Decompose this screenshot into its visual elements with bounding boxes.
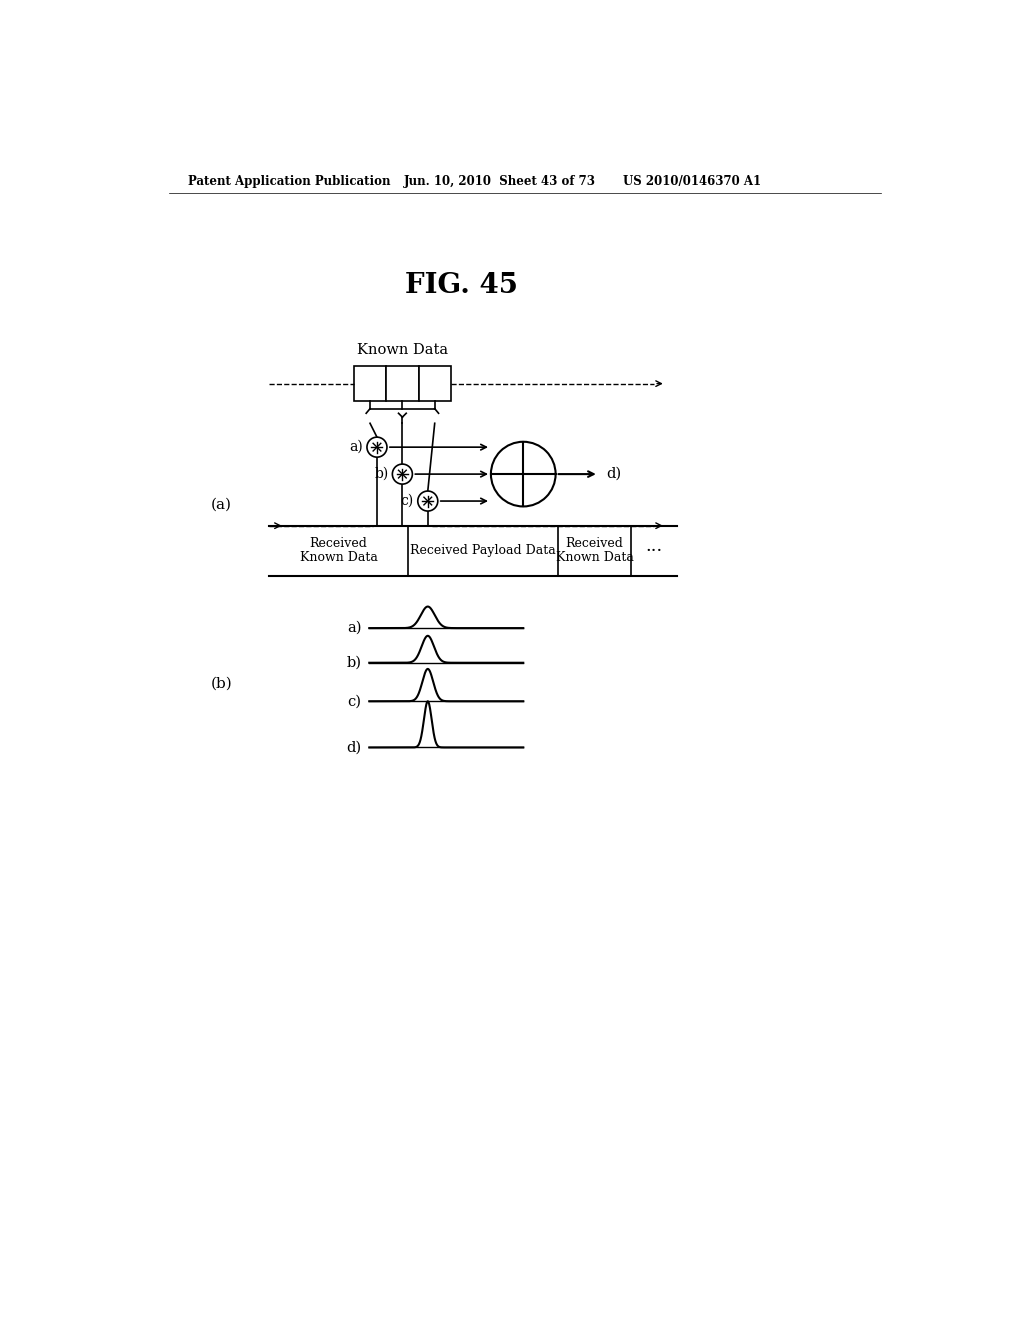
Text: Received: Received [309, 537, 368, 550]
Text: d): d) [346, 741, 361, 755]
Text: Received: Received [565, 537, 624, 550]
Text: a): a) [347, 622, 361, 635]
Text: ···: ··· [645, 541, 663, 560]
Text: (b): (b) [211, 677, 232, 690]
Text: c): c) [347, 694, 361, 709]
Text: US 2010/0146370 A1: US 2010/0146370 A1 [624, 176, 762, 187]
Circle shape [490, 442, 556, 507]
Text: d): d) [606, 467, 622, 480]
Text: FIG. 45: FIG. 45 [406, 272, 518, 298]
Text: Known Data: Known Data [356, 343, 447, 358]
Circle shape [418, 491, 438, 511]
Text: b): b) [374, 467, 388, 480]
Text: c): c) [400, 494, 414, 508]
Text: Known Data: Known Data [556, 552, 634, 564]
Text: Patent Application Publication: Patent Application Publication [188, 176, 391, 187]
Text: (a): (a) [211, 498, 231, 512]
Circle shape [392, 465, 413, 484]
Bar [386, 367, 419, 401]
Bar [419, 367, 451, 401]
Text: Received Payload Data: Received Payload Data [410, 544, 556, 557]
Circle shape [367, 437, 387, 457]
Text: Jun. 10, 2010  Sheet 43 of 73: Jun. 10, 2010 Sheet 43 of 73 [403, 176, 596, 187]
Text: Known Data: Known Data [300, 552, 378, 564]
Bar [354, 367, 386, 401]
Text: a): a) [349, 440, 364, 454]
Text: b): b) [346, 656, 361, 669]
